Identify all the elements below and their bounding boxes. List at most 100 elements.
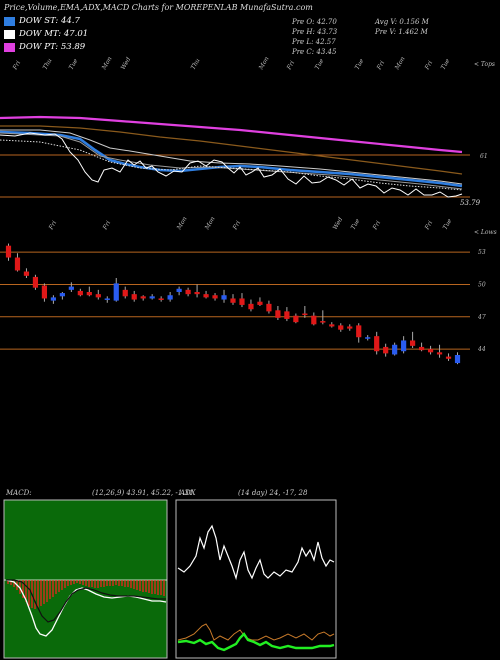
macd-background — [3, 499, 168, 659]
ema-date-tick: Tue — [68, 57, 80, 71]
candle-body — [329, 324, 335, 327]
ema-date-tick: Fri — [375, 60, 386, 72]
prev-ohlc-stats: Pre O: 42.70 Pre H: 43.73 Pre L: 42.57 P… — [292, 17, 337, 57]
candle-body — [383, 346, 389, 354]
candle-body — [230, 298, 236, 303]
candle-y-tick-label: 47 — [477, 314, 486, 321]
candle-lows-label: < Lows — [474, 229, 497, 236]
candle-body — [311, 315, 317, 325]
candle-body — [257, 301, 263, 305]
ema-date-tick: Tue — [354, 57, 366, 71]
candle-body — [338, 325, 344, 330]
candle-body — [14, 257, 21, 271]
candle-body — [5, 245, 12, 258]
candle-body — [122, 289, 128, 297]
candle-body — [140, 296, 146, 299]
candle-body — [176, 288, 182, 292]
candle-body — [203, 294, 209, 298]
candle-body — [212, 295, 218, 299]
candle-body — [239, 298, 245, 305]
legend-swatch-pt — [4, 42, 15, 52]
legend-swatch-mt — [4, 29, 15, 39]
ema-panel: < Tops 61 53.79 Fri Thu Tue Mon Wed Thu … — [0, 56, 495, 207]
candle-date-tick: Fri — [47, 220, 58, 232]
candle-body — [445, 356, 452, 359]
legend-label-pt: DOW PT: 53.89 — [19, 42, 86, 52]
candle-body — [77, 290, 83, 296]
candle-body — [392, 344, 398, 355]
ema-line-dotted — [0, 139, 463, 191]
adx-values: (14 day) 24, -17, 28 — [238, 489, 308, 497]
ema-price-label-53: 53.79 — [460, 199, 481, 207]
ema-date-tick: Fri — [285, 60, 296, 72]
candle-date-tick: Wed — [332, 216, 345, 231]
candle-body — [284, 311, 290, 319]
macd-values: (12,26,9) 43.91, 45.22, -1.31 — [92, 489, 194, 497]
adx-label: ADX — [180, 489, 196, 497]
ema-date-tick: Thu — [190, 57, 202, 71]
ema-date-tick: Mon — [100, 56, 113, 72]
volume-stats: Avg V: 0.156 M Pre V: 1.462 M — [375, 17, 429, 37]
candle-body — [41, 285, 48, 299]
candle-body — [221, 295, 227, 300]
candle-body — [266, 303, 272, 312]
ema-date-tick: Wed — [120, 56, 133, 71]
candle-body — [454, 355, 461, 364]
candle-date-tick: Fri — [371, 220, 382, 232]
candle-date-tick: Fri — [101, 220, 112, 232]
candle-body — [320, 321, 326, 323]
candle-date-tick: Tue — [350, 217, 362, 231]
candle-body — [149, 296, 155, 299]
candle-y-tick-label: 50 — [478, 281, 486, 288]
candle-y-tick-label: 53 — [478, 249, 486, 256]
candle-body — [185, 289, 191, 295]
ema-line-st — [0, 130, 463, 188]
candle-body — [248, 303, 254, 310]
candle-body — [194, 292, 200, 295]
candle-body — [113, 283, 119, 301]
stat-prev-volume: Pre V: 1.462 M — [375, 28, 428, 36]
candle-date-ticks: Fri Fri Mon Mon Fri Wed Tue Fri Fri Tue — [47, 216, 453, 232]
ema-date-tick: Thu — [42, 57, 54, 71]
candle-body — [275, 310, 281, 318]
dow-legend: DOW ST: 44.7 DOW MT: 47.01 DOW PT: 53.89 — [4, 15, 88, 54]
ema-date-tick: Fri — [423, 60, 434, 72]
ema-tops-label: < Tops — [474, 61, 495, 68]
legend-label-st: DOW ST: 44.7 — [19, 16, 80, 26]
stat-avg-volume: Avg V: 0.156 M — [375, 18, 429, 26]
stat-high: Pre H: 43.73 — [292, 28, 338, 36]
candle-date-tick: Mon — [203, 216, 216, 232]
candle-panel: < Lows Fri Fri Mon Mon Fri Wed Tue Fri F… — [0, 216, 497, 365]
chart-header: Price,Volume,EMA,ADX,MACD Charts for MOR… — [4, 3, 313, 12]
candle-body — [167, 295, 173, 300]
candle-body — [302, 313, 308, 316]
legend-item-mt: DOW MT: 47.01 — [4, 28, 88, 40]
candle-body — [104, 298, 110, 300]
adx-panel — [175, 499, 337, 659]
ema-line-grey — [0, 132, 463, 190]
candle-date-tick: Mon — [175, 216, 188, 232]
stat-open: Pre O: 42.70 — [292, 18, 337, 26]
candle-body — [158, 298, 164, 300]
macd-label: MACD: — [6, 489, 32, 497]
stat-low: Pre L: 42.57 — [292, 38, 336, 46]
legend-item-st: DOW ST: 44.7 — [4, 15, 88, 27]
candle-body — [418, 346, 425, 351]
macd-signal-line — [6, 579, 166, 623]
macd-line — [5, 579, 167, 637]
candle-body — [293, 315, 299, 323]
ema-price-label-61: 61 — [480, 153, 488, 160]
candle-y-tick-label: 44 — [477, 346, 486, 353]
ema-line-pt — [0, 115, 463, 154]
candle-body — [401, 340, 407, 352]
candle-body — [356, 325, 362, 338]
candle-date-tick: Fri — [423, 220, 434, 232]
candle-date-tick: Tue — [442, 217, 454, 231]
candle-body — [23, 271, 30, 276]
ema-date-tick: Mon — [393, 56, 406, 72]
adx-di-minus-line — [177, 623, 335, 641]
candle-body — [68, 286, 74, 290]
stat-close: Pre C: 43.45 — [292, 48, 337, 56]
candle-body — [365, 337, 371, 339]
